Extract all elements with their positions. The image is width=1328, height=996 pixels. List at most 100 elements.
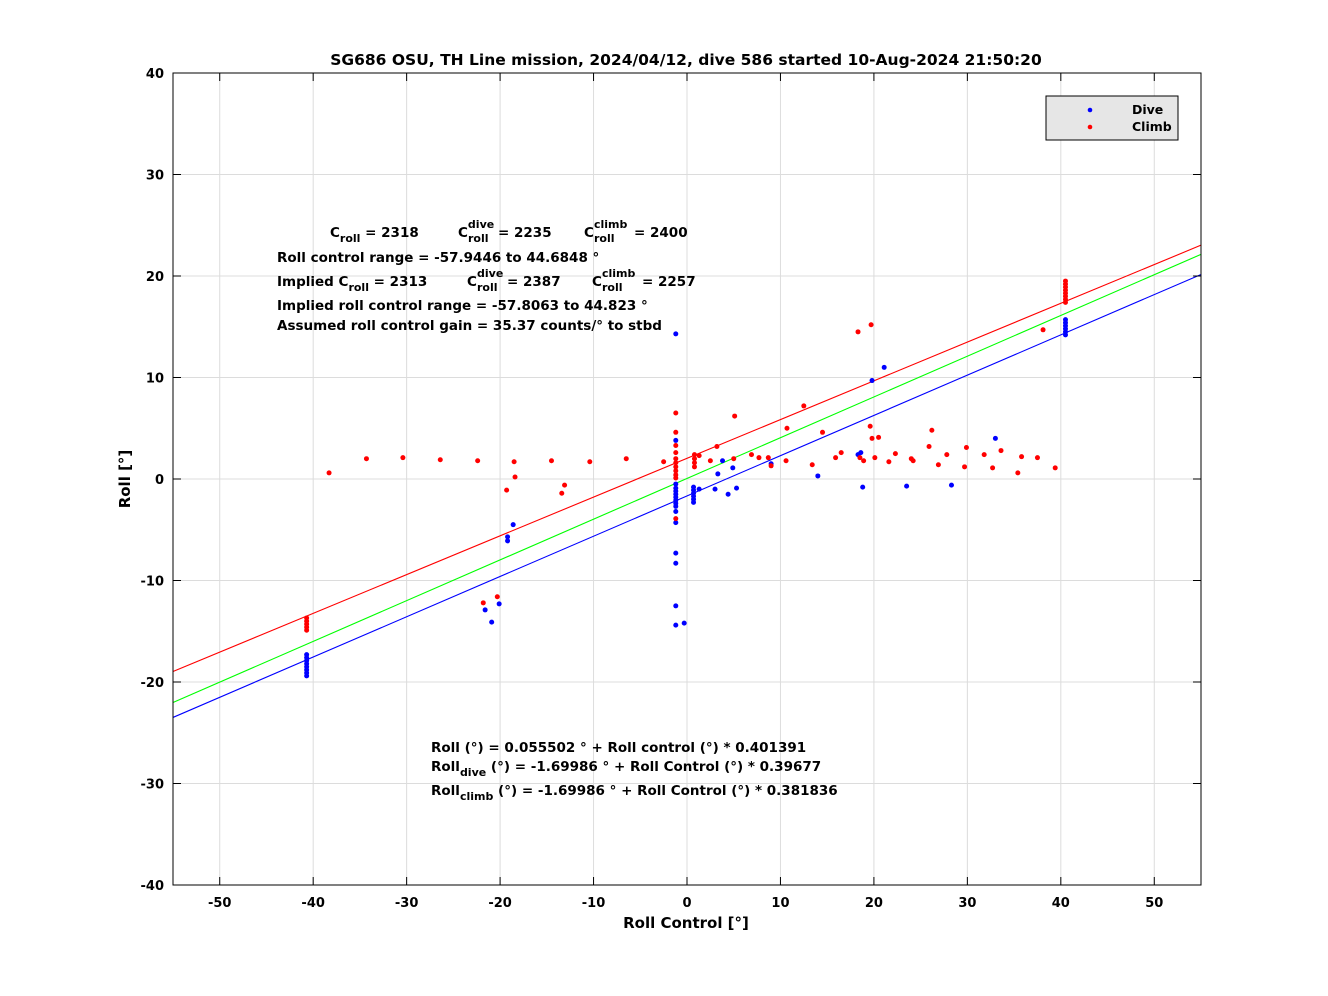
climb-point: [1062, 299, 1068, 305]
dive-point: [673, 503, 679, 509]
climb-point: [768, 463, 774, 469]
climb-point: [990, 465, 996, 471]
climb-point: [962, 464, 968, 470]
fit-equation-dive: Rolldive (°) = -1.69986 ° + Roll Control…: [431, 759, 821, 779]
climb-point: [998, 448, 1004, 454]
dive-point: [815, 473, 821, 479]
climb-point: [673, 468, 679, 474]
climb-point: [304, 627, 310, 633]
x-tick-label: -20: [488, 896, 512, 911]
climb-point: [400, 455, 406, 461]
y-tick-label: 0: [155, 473, 164, 488]
annotation-line-3-climb-val: = 2257: [642, 274, 696, 290]
climb-point: [872, 455, 878, 461]
annotation-line-3-climb-sub: roll: [602, 281, 623, 294]
dive-point: [673, 622, 679, 628]
dive-point: [720, 458, 726, 464]
y-tick-label: -10: [141, 575, 165, 590]
fit-equation-climb: Rollclimb (°) = -1.69986 ° + Roll Contro…: [431, 783, 838, 803]
climb-point: [756, 455, 762, 461]
annotation-line-1: Croll = 2318: [330, 225, 419, 245]
climb-point: [511, 459, 517, 465]
climb-point: [707, 458, 713, 464]
climb-point: [504, 487, 510, 493]
climb-point: [1040, 327, 1046, 333]
climb-point: [1034, 455, 1040, 461]
annotation-line-1-climb-sup: climb: [594, 218, 628, 231]
annotation-line-1-climb-sub: roll: [594, 232, 615, 245]
climb-point: [910, 458, 916, 464]
climb-point: [944, 452, 950, 458]
fit-line: [172, 244, 1202, 673]
climb-point: [855, 329, 861, 335]
x-tick-label: 30: [958, 896, 976, 911]
dive-point: [496, 601, 502, 607]
climb-point: [673, 464, 679, 470]
climb-point: [691, 464, 697, 470]
fit-line: [172, 253, 1202, 704]
climb-point: [673, 429, 679, 435]
dive-point: [730, 465, 736, 471]
dive-point: [505, 538, 511, 544]
dive-point: [510, 522, 516, 528]
climb-point: [691, 456, 697, 462]
annotation-line-1-climb-val: = 2400: [634, 225, 688, 241]
climb-point: [673, 456, 679, 462]
y-tick-label: -20: [141, 676, 165, 691]
annotation-line-1-climb: C: [584, 225, 594, 241]
climb-point: [548, 458, 554, 464]
climb-point: [691, 460, 697, 466]
annotation-line-1-dive: Cdive: [458, 218, 494, 241]
dive-point: [673, 508, 679, 514]
x-tick-label: 50: [1145, 896, 1163, 911]
climb-point: [935, 462, 941, 468]
climb-point: [714, 444, 720, 450]
fit-lines: [172, 244, 1202, 718]
dive-point: [858, 450, 864, 456]
climb-point: [868, 322, 874, 328]
climb-point: [926, 444, 932, 450]
dive-point: [673, 603, 679, 609]
legend-climb-marker: [1087, 124, 1093, 130]
climb-point: [661, 459, 667, 465]
dive-point: [948, 482, 954, 488]
climb-point: [876, 434, 882, 440]
dive-point: [715, 471, 721, 477]
x-tick-label: -30: [395, 896, 419, 911]
calibration-annotation: Croll = 2318 Cdive roll = 2235 C climb r…: [277, 218, 696, 334]
fit-annotation: Roll (°) = 0.055502 ° + Roll control (°)…: [431, 740, 838, 803]
dive-point: [673, 560, 679, 566]
climb-point: [929, 427, 935, 433]
climb-point: [748, 452, 754, 458]
climb-point: [673, 460, 679, 466]
x-tick-label: -50: [208, 896, 232, 911]
climb-point: [869, 435, 875, 441]
climb-point: [833, 455, 839, 461]
climb-point: [857, 455, 863, 461]
x-tick-label: 40: [1052, 896, 1070, 911]
chart-title: SG686 OSU, TH Line mission, 2024/04/12, …: [330, 51, 1042, 69]
x-tick-label: 0: [682, 896, 691, 911]
dive-point: [681, 620, 687, 626]
dive-point: [1062, 332, 1068, 338]
y-tick-label: 30: [146, 169, 164, 184]
dive-point: [673, 550, 679, 556]
dive-point: [673, 481, 679, 487]
dive-point: [482, 607, 488, 613]
y-tick-label: 40: [146, 67, 164, 82]
legend-dive-marker: [1087, 107, 1093, 113]
legend-climb-label: Climb: [1132, 119, 1172, 134]
dive-point: [691, 499, 697, 505]
climb-point: [562, 482, 568, 488]
legend: Dive Climb: [1045, 95, 1179, 141]
axis-ticks: -50 -40 -30 -20 -10 0 10 20 30 40 50 -40 -30 -20 -10 0 1…: [141, 67, 1201, 911]
climb-point: [587, 459, 593, 465]
dive-point: [734, 485, 740, 491]
climb-point: [838, 450, 844, 456]
climb-point: [784, 425, 790, 431]
climb-point: [783, 458, 789, 464]
x-tick-label: 10: [771, 896, 789, 911]
climb-point: [363, 456, 369, 462]
climb-point: [801, 403, 807, 409]
y-tick-label: 20: [146, 270, 164, 285]
